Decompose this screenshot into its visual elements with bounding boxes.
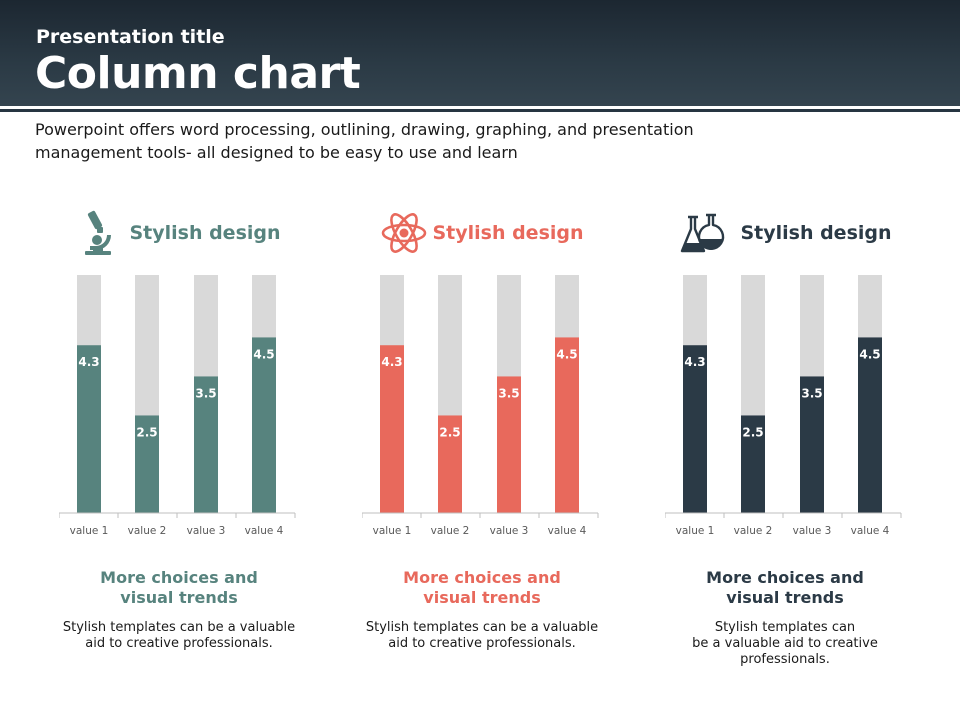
category-label: value 1 xyxy=(70,525,109,537)
data-label: 3.5 xyxy=(498,386,519,400)
panel-subheading: More choices and visual trends xyxy=(665,568,905,608)
bar xyxy=(438,415,462,513)
category-label: value 2 xyxy=(128,525,167,537)
bar xyxy=(380,345,404,513)
data-label: 3.5 xyxy=(195,386,216,400)
data-label: 4.3 xyxy=(78,355,99,369)
category-label: value 4 xyxy=(548,525,587,537)
panel-heading: Stylish design xyxy=(740,222,892,244)
bar xyxy=(555,337,579,513)
bar xyxy=(135,415,159,513)
page-title: Column chart xyxy=(35,48,361,99)
bar xyxy=(252,337,276,513)
panel-header: Stylish design xyxy=(362,207,602,259)
category-label: value 1 xyxy=(676,525,715,537)
subheading-line: More choices and xyxy=(403,568,561,587)
column-chart: 4.3 value 1 2.5 value 2 3.5 value 3 4.5 value 4 xyxy=(59,275,296,537)
subheading-line: visual trends xyxy=(726,588,844,607)
category-label: value 2 xyxy=(431,525,470,537)
chart-panel-1: Stylish design 4.3 value 1 2.5 value 2 3.5 va… xyxy=(59,195,299,695)
panel-description: Stylish templates can be a valuable aid … xyxy=(665,620,905,668)
flasks-icon xyxy=(678,209,730,257)
chart-panel-3: Stylish design 4.3 value 1 2.5 value 2 3.5 va… xyxy=(665,195,905,695)
bar xyxy=(194,376,218,513)
data-label: 2.5 xyxy=(439,425,460,439)
presentation-supertitle: Presentation title xyxy=(36,26,225,48)
data-label: 3.5 xyxy=(801,386,822,400)
data-label: 4.3 xyxy=(381,355,402,369)
description-line: professionals. xyxy=(740,652,830,667)
description-line: be a valuable aid to creative xyxy=(692,636,878,651)
atom-icon xyxy=(380,209,427,257)
bar xyxy=(800,376,824,513)
subheading-line: visual trends xyxy=(120,588,238,607)
category-label: value 4 xyxy=(245,525,284,537)
data-label: 4.5 xyxy=(859,347,880,361)
subheading-line: More choices and xyxy=(100,568,258,587)
data-label: 2.5 xyxy=(742,425,763,439)
data-label: 2.5 xyxy=(136,425,157,439)
panel-subheading: More choices and visual trends xyxy=(59,568,299,608)
header-divider xyxy=(0,109,960,112)
panel-description: Stylish templates can be a valuable aid … xyxy=(362,620,602,652)
category-label: value 1 xyxy=(373,525,412,537)
panel-subheading: More choices and visual trends xyxy=(362,568,602,608)
description-line: aid to creative professionals. xyxy=(85,636,273,651)
category-label: value 2 xyxy=(734,525,773,537)
subheading-line: visual trends xyxy=(423,588,541,607)
description-line: Stylish templates can be a valuable xyxy=(62,620,296,635)
bar xyxy=(497,376,521,513)
description-line: Stylish templates can be a valuable xyxy=(365,620,599,635)
subheading-line: More choices and xyxy=(706,568,864,587)
description-line: aid to creative professionals. xyxy=(388,636,576,651)
column-chart: 4.3 value 1 2.5 value 2 3.5 value 3 4.5 value 4 xyxy=(362,275,599,537)
panel-heading: Stylish design xyxy=(129,222,281,244)
category-label: value 3 xyxy=(793,525,832,537)
bar xyxy=(77,345,101,513)
panel-header: Stylish design xyxy=(665,207,905,259)
bar xyxy=(858,337,882,513)
microscope-icon xyxy=(77,209,119,257)
category-label: value 3 xyxy=(187,525,226,537)
bar xyxy=(683,345,707,513)
data-label: 4.5 xyxy=(253,347,274,361)
data-label: 4.3 xyxy=(684,355,705,369)
title-bar xyxy=(0,0,960,106)
panel-description: Stylish templates can be a valuable aid … xyxy=(59,620,299,652)
category-label: value 3 xyxy=(490,525,529,537)
panel-heading: Stylish design xyxy=(432,222,584,244)
intro-text: Powerpoint offers word processing, outli… xyxy=(35,120,694,162)
data-label: 4.5 xyxy=(556,347,577,361)
bar xyxy=(741,415,765,513)
column-chart: 4.3 value 1 2.5 value 2 3.5 value 3 4.5 value 4 xyxy=(665,275,902,537)
category-label: value 4 xyxy=(851,525,890,537)
panel-header: Stylish design xyxy=(59,207,299,259)
description-line: Stylish templates can xyxy=(714,620,856,635)
chart-panel-2: Stylish design 4.3 value 1 2.5 value 2 3.5 va… xyxy=(362,195,602,695)
